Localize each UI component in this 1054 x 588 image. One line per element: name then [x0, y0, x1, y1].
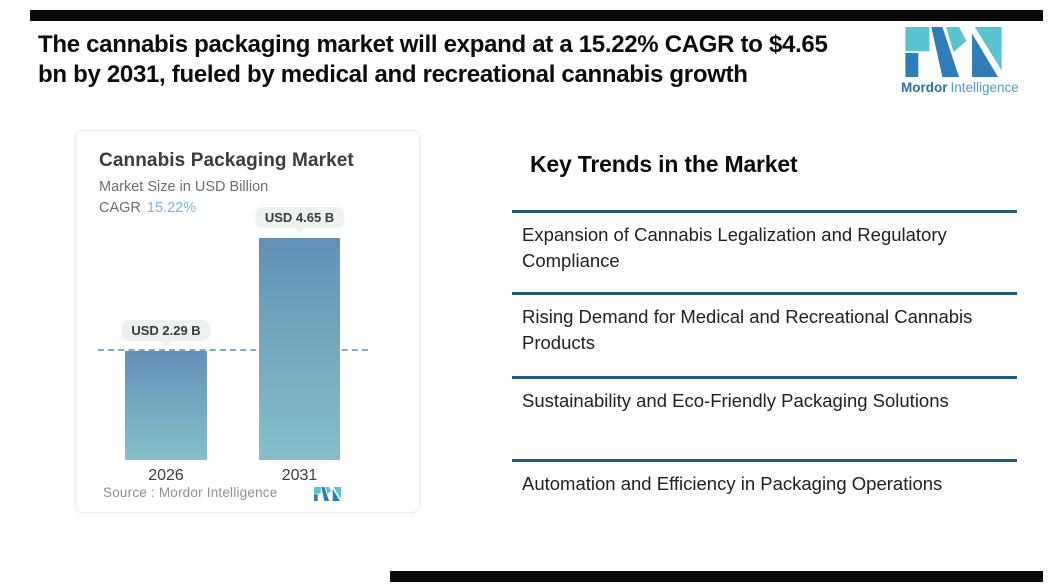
page-title: The cannabis packaging market will expan…	[38, 30, 918, 90]
bar-2031: USD 4.65 B 2031	[254, 207, 345, 484]
x-axis-label-2031: 2031	[281, 467, 318, 484]
bar-2026: USD 2.29 B 2026	[121, 320, 211, 484]
trend-row: Rising Demand for Medical and Recreation…	[512, 292, 1017, 356]
top-accent-bar	[30, 10, 1043, 21]
brand-logo: Mordor Intelligence	[901, 27, 1019, 95]
bottom-accent-bar	[390, 571, 1043, 582]
brand-wordmark: Mordor Intelligence	[901, 80, 1019, 95]
trend-row: Automation and Efficiency in Packaging O…	[512, 459, 1017, 497]
chart-title: Cannabis Packaging Market	[99, 150, 354, 171]
cagr-label: CAGR	[99, 200, 141, 216]
x-axis-label-2026: 2026	[148, 467, 184, 484]
trend-text: Sustainability and Eco-Friendly Packagin…	[522, 390, 949, 411]
source-label: Source : Mordor Intelligence	[103, 485, 278, 500]
trend-text: Rising Demand for Medical and Recreation…	[522, 306, 973, 353]
page-title-line1: The cannabis packaging market will expan…	[38, 31, 828, 58]
trend-row: Expansion of Cannabis Legalization and R…	[512, 210, 1017, 274]
trend-rule	[512, 459, 1017, 462]
chart-cagr-line: CAGR 15.22%	[99, 200, 419, 216]
trend-rule	[512, 210, 1017, 213]
chart-subtitle: Market Size in USD Billion	[99, 179, 269, 195]
value-pill-2031: USD 4.65 B	[254, 207, 345, 228]
trend-rule	[512, 292, 1017, 295]
dashed-reference-line	[98, 349, 368, 351]
page-title-line2: bn by 2031, fueled by medical and recrea…	[38, 61, 748, 88]
market-chart-card: Cannabis Packaging Market Market Size in…	[75, 130, 420, 513]
plot-area: USD 2.29 B 2026 USD 4.65 B 2031	[98, 207, 368, 484]
source-logo-icon	[314, 487, 341, 501]
mordor-logo-icon	[904, 27, 1002, 77]
trend-rule	[512, 376, 1017, 379]
trends-heading: Key Trends in the Market	[530, 151, 798, 177]
brand-name-bold: Mordor	[901, 80, 948, 95]
trend-text: Expansion of Cannabis Legalization and R…	[522, 224, 947, 271]
cagr-value: 15.22%	[146, 200, 197, 216]
value-pill-2026: USD 2.29 B	[121, 320, 211, 341]
brand-name-regular: Intelligence	[950, 80, 1019, 95]
trend-row: Sustainability and Eco-Friendly Packagin…	[512, 376, 1017, 414]
trend-text: Automation and Efficiency in Packaging O…	[522, 473, 943, 494]
